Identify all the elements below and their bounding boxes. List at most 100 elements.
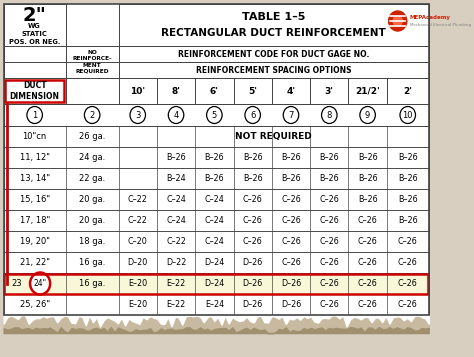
Text: 9: 9 xyxy=(365,111,370,120)
Bar xyxy=(310,78,348,104)
Text: 3': 3' xyxy=(325,86,334,96)
Circle shape xyxy=(30,272,50,295)
Text: NOT REQUIRED: NOT REQUIRED xyxy=(235,132,312,141)
Text: C–26: C–26 xyxy=(358,300,377,309)
Text: 8: 8 xyxy=(327,111,332,120)
Circle shape xyxy=(27,106,42,124)
Bar xyxy=(66,78,118,104)
Text: D–20: D–20 xyxy=(128,258,148,267)
Text: C–26: C–26 xyxy=(281,216,301,225)
Text: C–26: C–26 xyxy=(398,237,418,246)
Text: 17, 18": 17, 18" xyxy=(19,216,50,225)
Text: C–26: C–26 xyxy=(398,300,418,309)
Text: B–26: B–26 xyxy=(398,174,418,183)
Text: C–20: C–20 xyxy=(128,237,147,246)
Text: C–24: C–24 xyxy=(204,237,224,246)
Text: 4: 4 xyxy=(173,111,179,120)
Text: C–26: C–26 xyxy=(358,279,377,288)
Text: C–22: C–22 xyxy=(128,216,148,225)
Bar xyxy=(4,168,428,189)
Bar xyxy=(195,78,234,104)
Text: C–26: C–26 xyxy=(319,237,339,246)
Text: C–26: C–26 xyxy=(358,216,377,225)
Text: C–22: C–22 xyxy=(166,237,186,246)
Text: E–22: E–22 xyxy=(166,300,186,309)
Bar xyxy=(4,78,66,104)
Text: C–26: C–26 xyxy=(319,258,339,267)
Text: 1: 1 xyxy=(32,111,37,120)
Text: B–26: B–26 xyxy=(319,153,339,162)
Text: C–26: C–26 xyxy=(358,237,377,246)
Text: 24 ga.: 24 ga. xyxy=(79,153,105,162)
Bar xyxy=(272,78,310,104)
Text: E–20: E–20 xyxy=(128,300,147,309)
Text: B–26: B–26 xyxy=(358,153,377,162)
Bar xyxy=(157,78,195,104)
Text: 26 ga.: 26 ga. xyxy=(79,132,105,141)
Bar xyxy=(6,80,64,102)
Text: B–26: B–26 xyxy=(358,195,377,204)
Bar xyxy=(348,78,387,104)
Text: C–24: C–24 xyxy=(204,216,224,225)
Text: 2: 2 xyxy=(90,111,95,120)
Text: WG
STATIC
POS. OR NEG.: WG STATIC POS. OR NEG. xyxy=(9,24,60,45)
Bar xyxy=(4,252,428,273)
Text: C–26: C–26 xyxy=(398,279,418,288)
Bar xyxy=(4,126,428,147)
Text: C–26: C–26 xyxy=(243,237,263,246)
Text: B–26: B–26 xyxy=(166,153,186,162)
Text: 7: 7 xyxy=(288,111,294,120)
Text: C–22: C–22 xyxy=(128,195,148,204)
Text: B–26: B–26 xyxy=(205,174,224,183)
Text: 5': 5' xyxy=(248,86,257,96)
Text: NO
REINFORCE-
MENT
REQUIRED: NO REINFORCE- MENT REQUIRED xyxy=(73,50,112,74)
Text: 6': 6' xyxy=(210,86,219,96)
Text: 21/2': 21/2' xyxy=(355,86,380,96)
Text: C–24: C–24 xyxy=(204,195,224,204)
Text: B–26: B–26 xyxy=(358,174,377,183)
Text: B–26: B–26 xyxy=(243,153,263,162)
Bar xyxy=(4,147,428,168)
Bar xyxy=(118,78,157,104)
Bar xyxy=(66,46,118,78)
Bar xyxy=(4,4,428,315)
Text: D–26: D–26 xyxy=(281,300,301,309)
Text: C–26: C–26 xyxy=(398,258,418,267)
Text: D–24: D–24 xyxy=(204,279,225,288)
Text: Mechanical Electrical Plumbing: Mechanical Electrical Plumbing xyxy=(410,23,471,27)
Text: C–26: C–26 xyxy=(319,300,339,309)
Text: E–22: E–22 xyxy=(166,279,186,288)
Bar xyxy=(387,78,428,104)
Circle shape xyxy=(283,106,299,124)
Text: DUCT
DIMENSION: DUCT DIMENSION xyxy=(9,81,60,101)
Circle shape xyxy=(360,106,375,124)
Bar xyxy=(234,78,272,104)
Text: REINFORCEMENT SPACING OPTIONS: REINFORCEMENT SPACING OPTIONS xyxy=(196,65,351,75)
Bar xyxy=(4,4,66,78)
Text: D–26: D–26 xyxy=(243,258,263,267)
Text: 4': 4' xyxy=(286,86,296,96)
Circle shape xyxy=(389,11,407,31)
Bar xyxy=(118,4,428,46)
Text: 24": 24" xyxy=(34,279,47,288)
Text: B–26: B–26 xyxy=(398,195,418,204)
Bar xyxy=(4,104,428,126)
Text: B–26: B–26 xyxy=(205,153,224,162)
Text: 2": 2" xyxy=(23,6,46,25)
Bar xyxy=(4,210,428,231)
Text: 22 ga.: 22 ga. xyxy=(79,174,105,183)
Text: 8': 8' xyxy=(172,86,181,96)
Text: B–26: B–26 xyxy=(281,174,301,183)
Text: D–24: D–24 xyxy=(204,258,225,267)
Text: 16 ga.: 16 ga. xyxy=(79,279,105,288)
Text: B–26: B–26 xyxy=(243,174,263,183)
Text: B–24: B–24 xyxy=(166,174,186,183)
Bar xyxy=(4,294,428,315)
Text: D–22: D–22 xyxy=(166,258,186,267)
Text: 16 ga.: 16 ga. xyxy=(79,258,105,267)
Text: C–26: C–26 xyxy=(319,195,339,204)
Text: 23: 23 xyxy=(11,279,22,288)
Bar xyxy=(4,4,428,315)
Text: 15, 16": 15, 16" xyxy=(19,195,50,204)
Text: 5: 5 xyxy=(212,111,217,120)
